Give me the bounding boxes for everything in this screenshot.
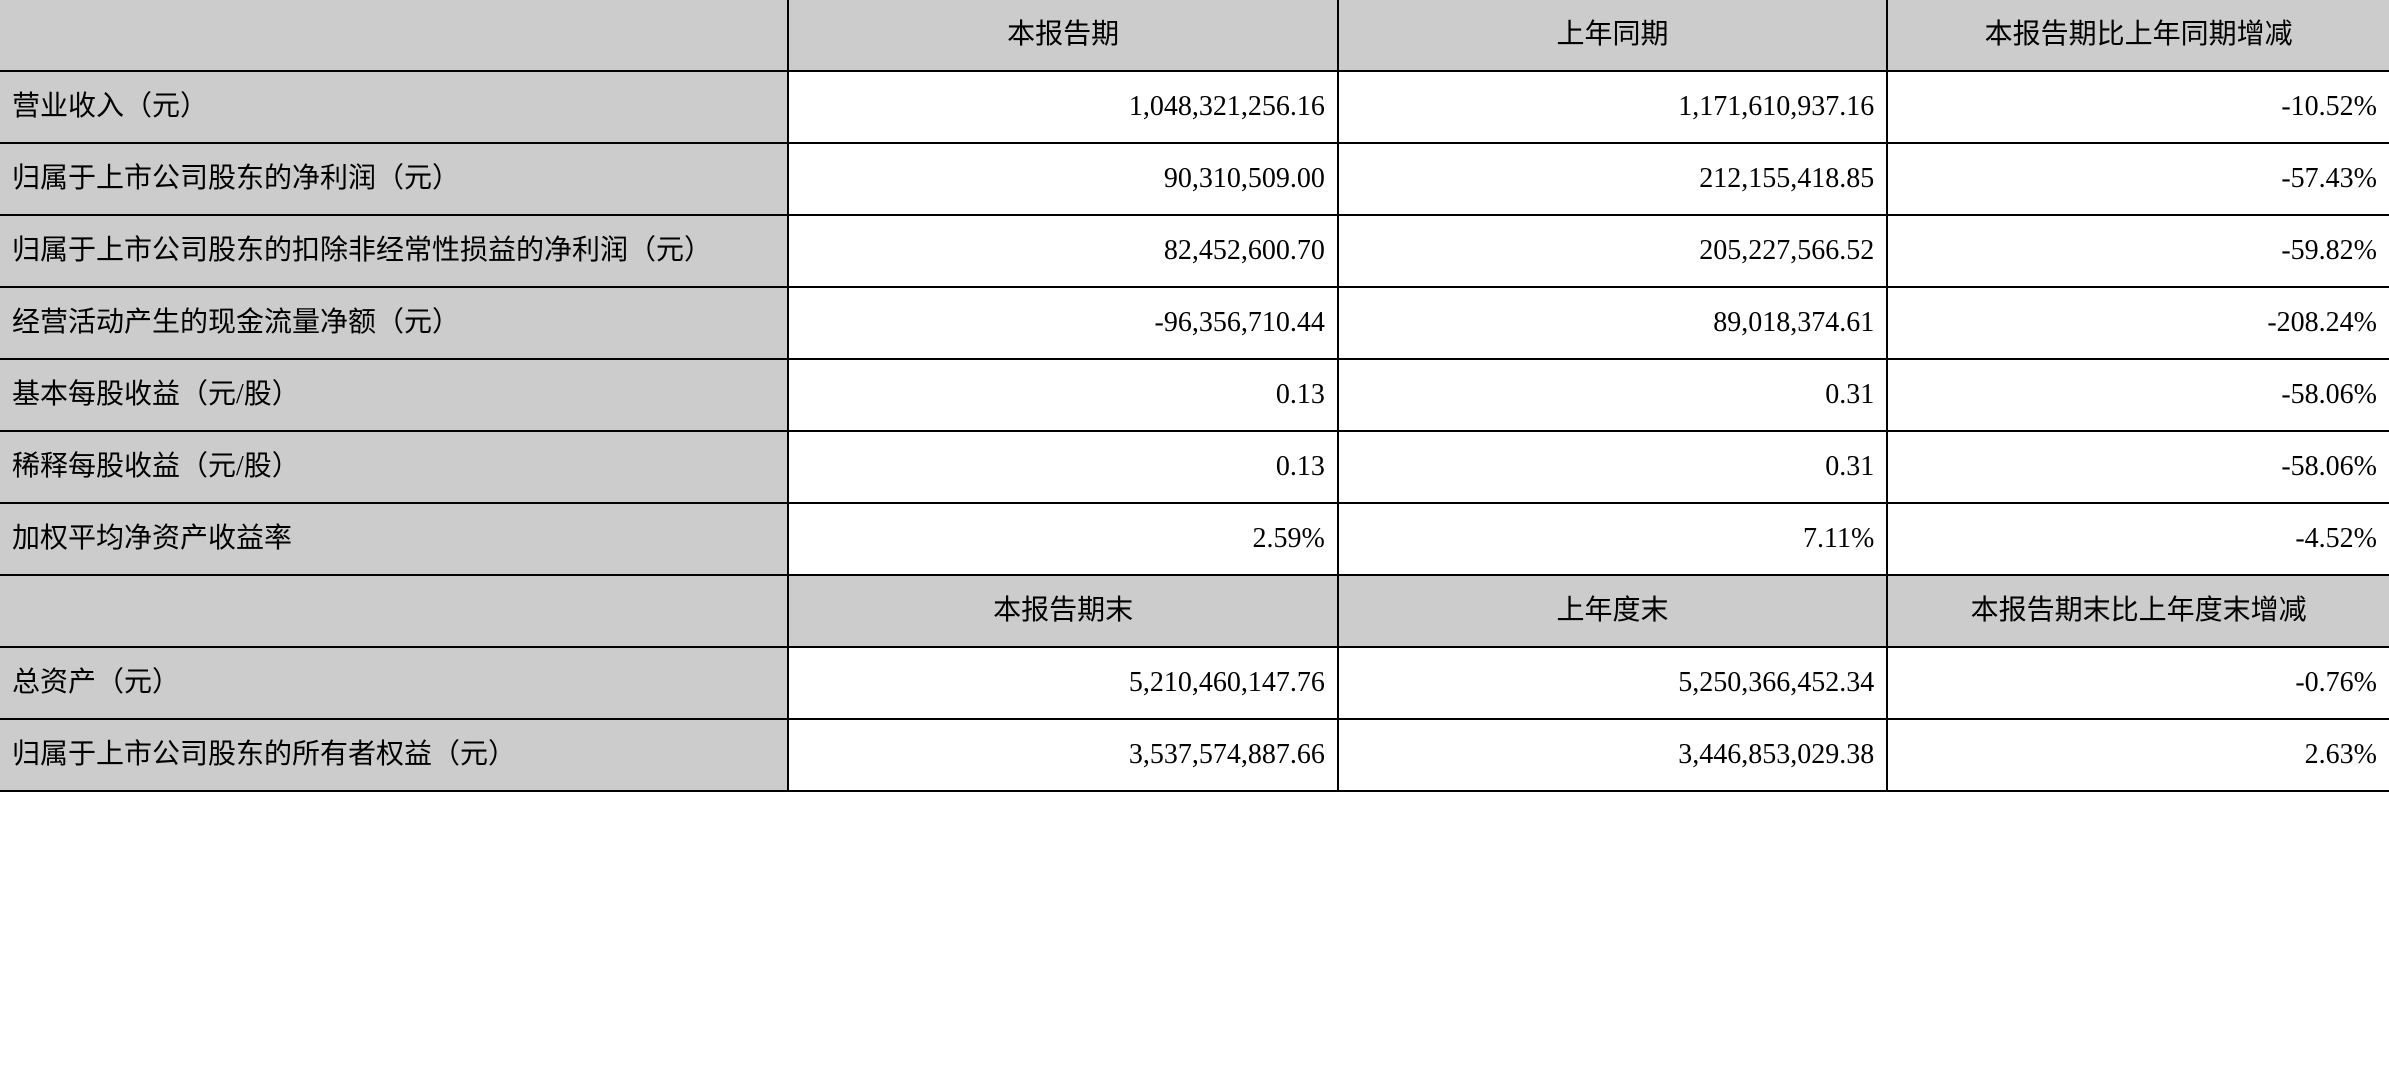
row-value-prior: 0.31	[1338, 431, 1887, 503]
row-value-current: 2.59%	[788, 503, 1337, 575]
table-row: 加权平均净资产收益率 2.59% 7.11% -4.52%	[0, 503, 2389, 575]
row-value-change: -58.06%	[1887, 359, 2389, 431]
header-blank-1	[0, 0, 788, 71]
row-label: 归属于上市公司股东的扣除非经常性损益的净利润（元）	[0, 215, 788, 287]
row-value-change: -0.76%	[1887, 647, 2389, 719]
header-year-end: 上年度末	[1338, 575, 1887, 647]
row-value-current: 1,048,321,256.16	[788, 71, 1337, 143]
header-current-period: 本报告期	[788, 0, 1337, 71]
table-row: 归属于上市公司股东的所有者权益（元） 3,537,574,887.66 3,44…	[0, 719, 2389, 791]
row-label: 营业收入（元）	[0, 71, 788, 143]
row-value-prior: 0.31	[1338, 359, 1887, 431]
row-label: 稀释每股收益（元/股）	[0, 431, 788, 503]
row-value-current: 5,210,460,147.76	[788, 647, 1337, 719]
row-value-prior: 3,446,853,029.38	[1338, 719, 1887, 791]
table-row: 稀释每股收益（元/股） 0.13 0.31 -58.06%	[0, 431, 2389, 503]
row-value-current: 90,310,509.00	[788, 143, 1337, 215]
header-row-2: 本报告期末 上年度末 本报告期末比上年度末增减	[0, 575, 2389, 647]
row-value-change: -59.82%	[1887, 215, 2389, 287]
row-value-current: 3,537,574,887.66	[788, 719, 1337, 791]
row-value-prior: 1,171,610,937.16	[1338, 71, 1887, 143]
row-value-change: 2.63%	[1887, 719, 2389, 791]
header-period-end: 本报告期末	[788, 575, 1337, 647]
row-value-prior: 205,227,566.52	[1338, 215, 1887, 287]
row-value-prior: 212,155,418.85	[1338, 143, 1887, 215]
header-blank-2	[0, 575, 788, 647]
row-value-change: -58.06%	[1887, 431, 2389, 503]
table-row: 归属于上市公司股东的扣除非经常性损益的净利润（元） 82,452,600.70 …	[0, 215, 2389, 287]
row-value-prior: 7.11%	[1338, 503, 1887, 575]
table-row: 营业收入（元） 1,048,321,256.16 1,171,610,937.1…	[0, 71, 2389, 143]
row-label: 归属于上市公司股东的净利润（元）	[0, 143, 788, 215]
row-value-change: -208.24%	[1887, 287, 2389, 359]
row-value-change: -4.52%	[1887, 503, 2389, 575]
row-value-prior: 5,250,366,452.34	[1338, 647, 1887, 719]
header-row-1: 本报告期 上年同期 本报告期比上年同期增减	[0, 0, 2389, 71]
row-value-current: 0.13	[788, 359, 1337, 431]
row-value-current: 0.13	[788, 431, 1337, 503]
table-row: 经营活动产生的现金流量净额（元） -96,356,710.44 89,018,3…	[0, 287, 2389, 359]
financial-table: 本报告期 上年同期 本报告期比上年同期增减 营业收入（元） 1,048,321,…	[0, 0, 2389, 792]
row-value-prior: 89,018,374.61	[1338, 287, 1887, 359]
row-label: 基本每股收益（元/股）	[0, 359, 788, 431]
header-prior-period: 上年同期	[1338, 0, 1887, 71]
row-value-change: -57.43%	[1887, 143, 2389, 215]
table-body: 本报告期 上年同期 本报告期比上年同期增减 营业收入（元） 1,048,321,…	[0, 0, 2389, 791]
table-row: 总资产（元） 5,210,460,147.76 5,250,366,452.34…	[0, 647, 2389, 719]
row-value-current: 82,452,600.70	[788, 215, 1337, 287]
row-value-change: -10.52%	[1887, 71, 2389, 143]
header-change-2: 本报告期末比上年度末增减	[1887, 575, 2389, 647]
table-row: 基本每股收益（元/股） 0.13 0.31 -58.06%	[0, 359, 2389, 431]
table-row: 归属于上市公司股东的净利润（元） 90,310,509.00 212,155,4…	[0, 143, 2389, 215]
row-label: 总资产（元）	[0, 647, 788, 719]
header-change-1: 本报告期比上年同期增减	[1887, 0, 2389, 71]
row-label: 经营活动产生的现金流量净额（元）	[0, 287, 788, 359]
row-label: 加权平均净资产收益率	[0, 503, 788, 575]
row-label: 归属于上市公司股东的所有者权益（元）	[0, 719, 788, 791]
row-value-current: -96,356,710.44	[788, 287, 1337, 359]
